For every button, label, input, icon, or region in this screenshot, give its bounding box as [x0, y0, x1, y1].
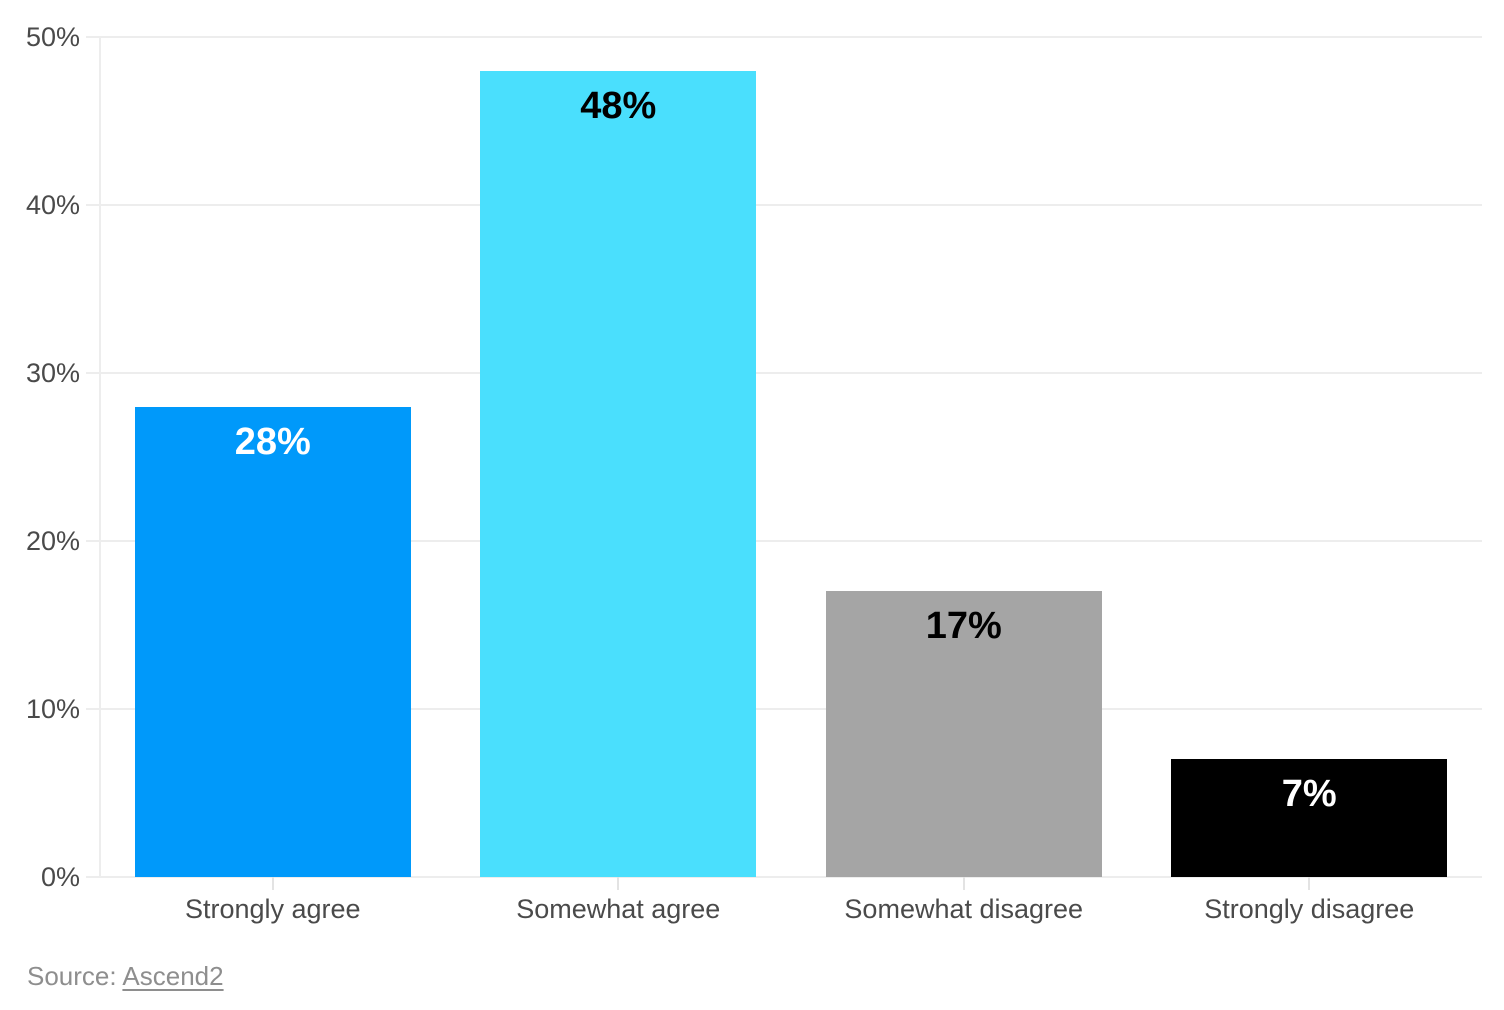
bar-value-label: 17%: [925, 605, 1002, 648]
x-axis-category-label: Strongly agree: [184, 894, 361, 924]
bar: 28%: [134, 406, 411, 877]
x-axis-tick: [271, 877, 274, 890]
bar-value-label: 48%: [580, 84, 657, 127]
x-axis-tick: [617, 877, 620, 890]
y-axis-tick-label: 20%: [25, 526, 80, 556]
bar: 7%: [1171, 759, 1448, 877]
y-axis-tick-label: 10%: [25, 694, 80, 724]
gridline: [86, 708, 1482, 710]
gridline: [86, 204, 1482, 206]
source-link[interactable]: Ascend2: [122, 961, 224, 991]
y-axis-tick-label: 50%: [25, 22, 80, 52]
source-prefix-label: Source:: [27, 961, 123, 991]
x-axis-category-label: Somewhat agree: [516, 894, 721, 924]
bar: 17%: [825, 591, 1102, 877]
gridline: [86, 36, 1482, 38]
x-axis-baseline: [86, 876, 1482, 878]
bar: 48%: [480, 70, 757, 877]
y-axis-tick-label: 0%: [40, 862, 80, 892]
x-axis-tick: [1308, 877, 1311, 890]
y-axis-line: [99, 37, 101, 877]
gridline: [86, 540, 1482, 542]
gridline: [86, 372, 1482, 374]
x-axis-tick: [962, 877, 965, 890]
source-line: Source: Ascend2: [27, 960, 224, 992]
y-axis-tick-label: 40%: [25, 190, 80, 220]
bar-value-label: 28%: [234, 420, 311, 463]
x-axis-category-label: Somewhat disagree: [844, 894, 1084, 924]
y-axis-tick-label: 30%: [25, 358, 80, 388]
x-axis-category-label: Strongly disagree: [1204, 894, 1415, 924]
bar-value-label: 7%: [1281, 773, 1337, 816]
